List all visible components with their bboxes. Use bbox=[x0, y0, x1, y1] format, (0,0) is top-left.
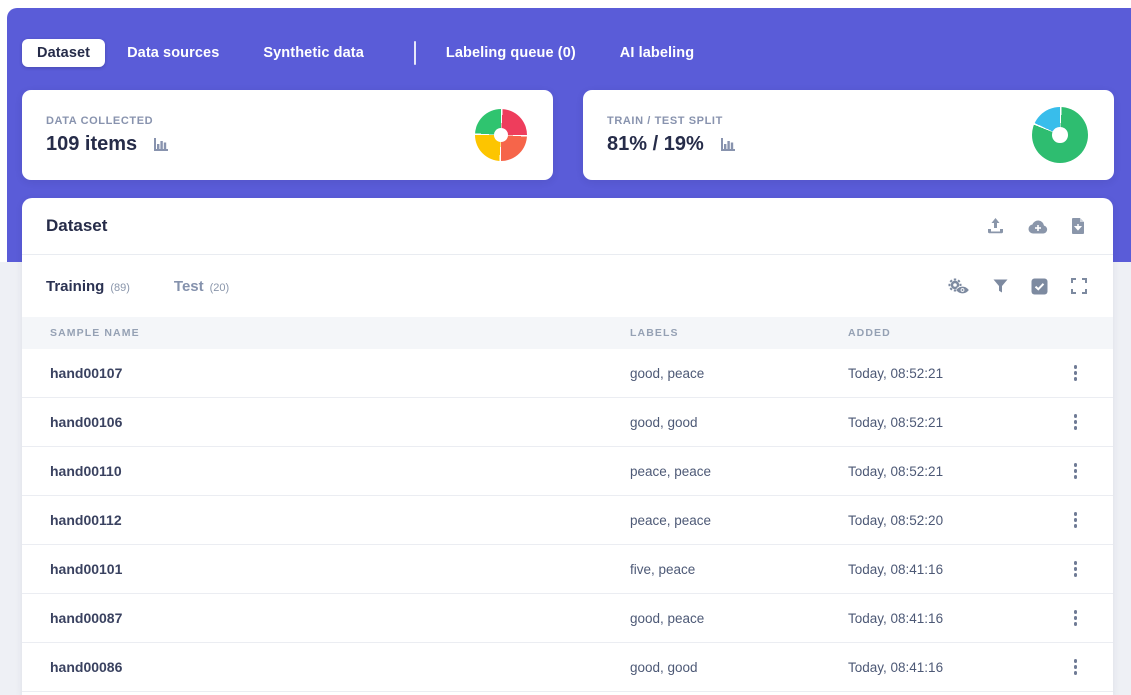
tab-test-count: (20) bbox=[209, 281, 230, 294]
table-row[interactable]: hand00110 peace, peace Today, 08:52:21 bbox=[22, 447, 1113, 496]
row-menu-icon[interactable] bbox=[1064, 506, 1088, 534]
table-row[interactable]: hand00106 good, good Today, 08:52:21 bbox=[22, 398, 1113, 447]
col-sample-name: SAMPLE NAME bbox=[50, 327, 140, 339]
row-menu-icon[interactable] bbox=[1064, 359, 1088, 387]
row-menu-icon[interactable] bbox=[1064, 555, 1088, 583]
nav-tab-ai-labeling[interactable]: AI labeling bbox=[619, 45, 695, 61]
sample-added: Today, 08:52:20 bbox=[848, 512, 944, 528]
table-row[interactable]: hand00107 good, peace Today, 08:52:21 bbox=[22, 349, 1113, 398]
filter-icon[interactable] bbox=[993, 279, 1008, 294]
sample-labels: good, good bbox=[630, 414, 698, 430]
dataset-panel: Dataset Training (89) Te bbox=[22, 198, 1113, 695]
sample-added: Today, 08:41:16 bbox=[848, 659, 944, 675]
stat-card-train-test-split: TRAIN / TEST SPLIT 81% / 19% bbox=[583, 90, 1114, 180]
sample-name[interactable]: hand00101 bbox=[50, 561, 123, 577]
sample-labels: five, peace bbox=[630, 561, 696, 577]
table-row[interactable]: hand00087 good, peace Today, 08:41:16 bbox=[22, 594, 1113, 643]
table-row[interactable]: hand00086 good, good Today, 08:41:16 bbox=[22, 643, 1113, 692]
select-all-icon[interactable] bbox=[1031, 278, 1048, 295]
nav-tab-dataset[interactable]: Dataset bbox=[22, 39, 106, 67]
dataset-toolbar: Training (89) Test (20) bbox=[22, 255, 1113, 317]
row-menu-icon[interactable] bbox=[1064, 457, 1088, 485]
row-menu-icon[interactable] bbox=[1064, 653, 1088, 681]
sample-name[interactable]: hand00087 bbox=[50, 610, 123, 626]
sample-added: Today, 08:52:21 bbox=[848, 414, 944, 430]
col-added: ADDED bbox=[848, 327, 891, 339]
sample-name[interactable]: hand00110 bbox=[50, 463, 122, 479]
sample-name[interactable]: hand00107 bbox=[50, 365, 123, 381]
bar-chart-icon[interactable] bbox=[153, 137, 169, 152]
sample-added: Today, 08:41:16 bbox=[848, 561, 944, 577]
stat-card-data-collected: DATA COLLECTED 109 items bbox=[22, 90, 553, 180]
tab-test-label: Test bbox=[173, 277, 204, 295]
row-menu-icon[interactable] bbox=[1064, 408, 1088, 436]
train-test-donut-chart bbox=[1032, 107, 1088, 163]
table-row[interactable]: hand00101 five, peace Today, 08:41:16 bbox=[22, 545, 1113, 594]
sample-name[interactable]: hand00086 bbox=[50, 659, 123, 675]
sample-labels: peace, peace bbox=[630, 512, 712, 528]
stat-label: TRAIN / TEST SPLIT bbox=[607, 114, 723, 127]
tab-test[interactable]: Test (20) bbox=[174, 278, 229, 295]
data-collected-pie-chart bbox=[475, 109, 527, 161]
sample-labels: peace, peace bbox=[630, 463, 712, 479]
sample-added: Today, 08:41:16 bbox=[848, 610, 944, 626]
table-header: SAMPLE NAME LABELS ADDED bbox=[22, 317, 1113, 349]
stat-value: 81% / 19% bbox=[607, 132, 704, 155]
sample-labels: good, peace bbox=[630, 365, 705, 381]
sample-name[interactable]: hand00106 bbox=[50, 414, 123, 430]
panel-header: Dataset bbox=[22, 198, 1113, 255]
table-row[interactable]: hand00112 peace, peace Today, 08:52:20 bbox=[22, 496, 1113, 545]
sample-added: Today, 08:52:21 bbox=[848, 463, 944, 479]
tab-training-count: (89) bbox=[110, 281, 130, 294]
tab-training-label: Training bbox=[46, 277, 105, 295]
fullscreen-icon[interactable] bbox=[1071, 278, 1087, 294]
stat-value: 109 items bbox=[46, 132, 138, 155]
sample-added: Today, 08:52:21 bbox=[848, 365, 944, 381]
bar-chart-icon[interactable] bbox=[720, 137, 736, 152]
upload-icon[interactable] bbox=[986, 217, 1005, 235]
cloud-add-icon[interactable] bbox=[1027, 218, 1049, 235]
sample-labels: good, good bbox=[630, 659, 698, 675]
sample-labels: good, peace bbox=[630, 610, 705, 626]
file-export-icon[interactable] bbox=[1071, 217, 1086, 235]
col-labels: LABELS bbox=[630, 327, 679, 339]
nav-tab-labeling-queue[interactable]: Labeling queue (0) bbox=[445, 45, 576, 61]
row-menu-icon[interactable] bbox=[1064, 604, 1088, 632]
nav-tab-synthetic-data[interactable]: Synthetic data bbox=[263, 45, 364, 61]
nav-separator bbox=[413, 41, 416, 65]
panel-title: Dataset bbox=[46, 216, 108, 235]
tab-training[interactable]: Training (89) bbox=[46, 278, 130, 295]
top-nav: Dataset Data sources Synthetic data Labe… bbox=[22, 38, 738, 68]
sample-name[interactable]: hand00112 bbox=[50, 512, 122, 528]
view-settings-icon[interactable] bbox=[947, 277, 970, 296]
stat-label: DATA COLLECTED bbox=[46, 114, 154, 127]
nav-tab-data-sources[interactable]: Data sources bbox=[127, 45, 220, 61]
